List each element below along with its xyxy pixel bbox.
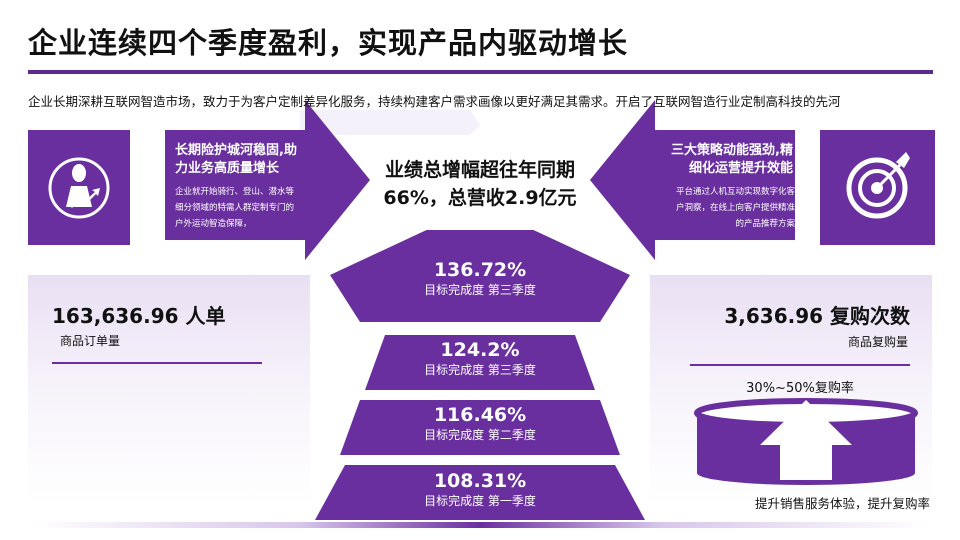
right-card-body-line1: 平台通过人机互动实现数字化客 <box>675 187 795 197</box>
pyramid-value-1: 136.72% <box>433 259 527 281</box>
center-headline: 业绩总增幅超往年同期 66%，总营收2.9亿元 <box>370 156 590 212</box>
right-banner <box>590 100 795 260</box>
right-card-body-line3: 的产品推荐方案 <box>735 219 795 229</box>
intro-text: 企业长期深耕互联网智造市场，致力于为客户定制差异化服务，持续构建客户需求画像以更… <box>28 94 841 109</box>
right-card-heading: 三大策略动能强劲,精 细化运营提升效能 <box>650 142 793 178</box>
pyramid-label-2: 124.2% 目标完成度 第三季度 <box>380 339 580 378</box>
center-headline-line2: 66%，总营收2.9亿元 <box>383 187 577 209</box>
pyramid-label-3: 116.46% 目标完成度 第二季度 <box>380 404 580 443</box>
right-card-heading-line2: 细化运营提升效能 <box>688 161 793 176</box>
left-card-body-line2: 细分领域的特需人群定制专门的 <box>175 203 295 213</box>
pyramid-caption-3: 目标完成度 第二季度 <box>424 428 536 442</box>
title-divider <box>28 70 933 74</box>
pyramid-value-4: 108.31% <box>433 470 527 492</box>
left-stat-label: 商品订单量 <box>60 334 121 348</box>
pyramid-caption-2: 目标完成度 第三季度 <box>424 363 536 377</box>
repurchase-rate: 30%~50%复购率 <box>746 381 854 396</box>
right-card-body-line2: 户洞察，在线上向客户提供精准 <box>675 203 795 213</box>
pyramid-tier-3 <box>340 400 620 455</box>
pyramid-caption-4: 目标完成度 第一季度 <box>424 494 536 508</box>
left-banner <box>165 100 370 260</box>
right-stat-value: 3,636.96 复购次数 <box>724 304 910 328</box>
pyramid-value-3: 116.46% <box>433 404 527 426</box>
pyramid-tier-2 <box>365 335 595 390</box>
right-stat-label: 商品复购量 <box>847 335 908 349</box>
right-card-body: 平台通过人机互动实现数字化客 户洞察，在线上向客户提供精准 的产品推荐方案 <box>640 184 795 232</box>
repurchase-caption: 提升销售服务体验，提升复购率 <box>754 496 930 511</box>
left-card-heading: 长期险护城河稳固,助 力业务高质量增长 <box>175 142 297 178</box>
left-card-heading-line2: 力业务高质量增长 <box>175 161 280 176</box>
pyramid-label-4: 108.31% 目标完成度 第一季度 <box>380 470 580 509</box>
left-card-body: 企业就开始骑行、登山、潜水等 细分领域的特需人群定制专门的 户外运动智造保障， <box>175 184 294 232</box>
left-stat-value: 163,636.96 人单 <box>52 304 226 328</box>
right-card-heading-line1: 三大策略动能强劲,精 <box>671 143 793 158</box>
left-card-body-line3: 户外运动智造保障， <box>175 219 252 229</box>
pyramid-label-1: 136.72% 目标完成度 第三季度 <box>380 259 580 298</box>
left-card-body-line1: 企业就开始骑行、登山、潜水等 <box>175 187 295 197</box>
businessman-growth-icon <box>48 157 110 219</box>
left-card-heading-line1: 长期险护城河稳固,助 <box>175 143 297 158</box>
center-headline-line1: 业绩总增幅超往年同期 <box>384 159 575 181</box>
pyramid-tier-4 <box>315 465 645 520</box>
pyramid-tier-top <box>330 205 630 322</box>
target-arrow-icon <box>846 152 910 219</box>
left-stat-panel <box>28 275 310 505</box>
page-title: 企业连续四个季度盈利，实现产品内驱动增长 <box>28 26 629 60</box>
up-arrow-icon <box>760 400 852 480</box>
pyramid-value-2: 124.2% <box>440 339 520 361</box>
pyramid-caption-1: 目标完成度 第三季度 <box>424 283 536 297</box>
